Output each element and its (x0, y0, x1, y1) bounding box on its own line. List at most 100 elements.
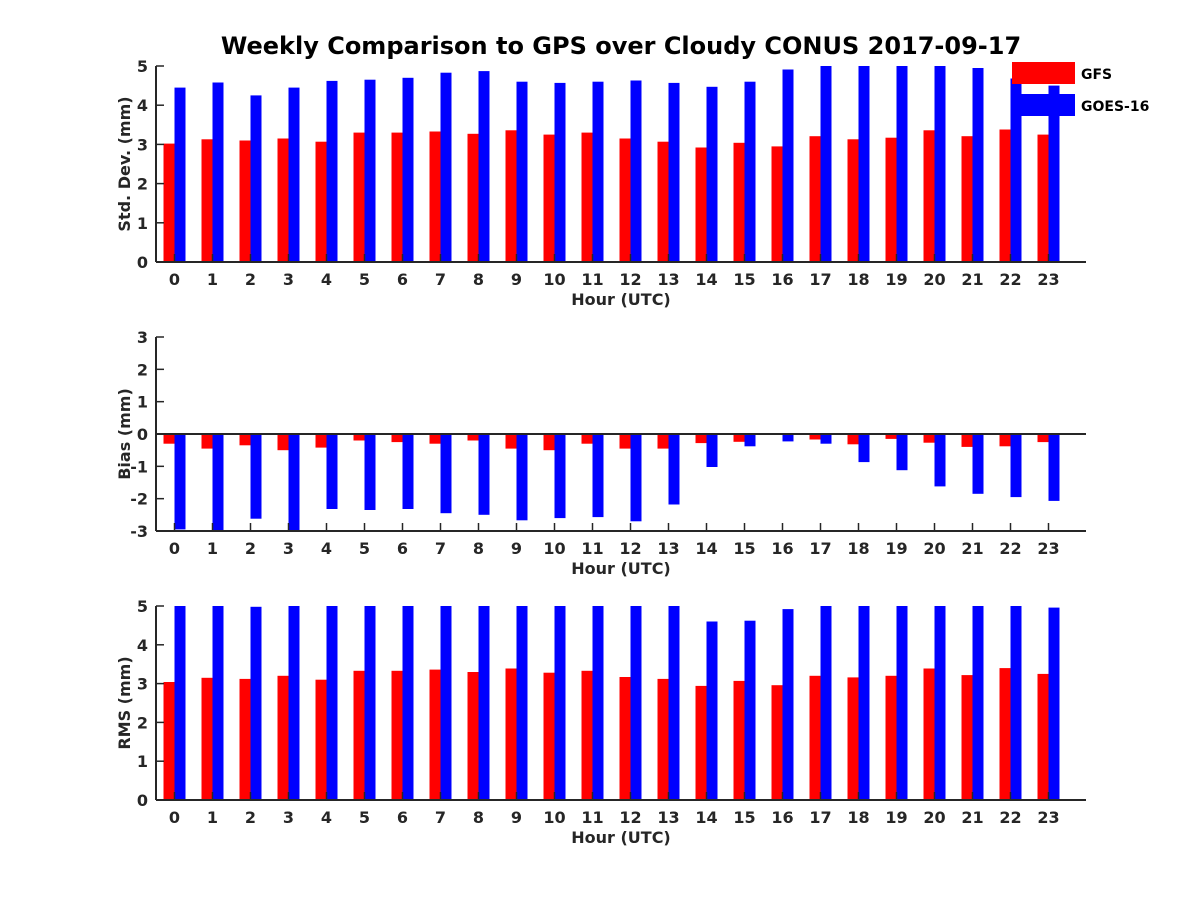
x-tick-label: 12 (619, 808, 641, 827)
x-tick-label: 9 (511, 270, 522, 289)
x-tick-label: 0 (169, 808, 180, 827)
bar-goes-16-hour-13 (668, 434, 680, 505)
x-tick-label: 17 (809, 539, 831, 558)
x-tick-label: 16 (771, 808, 793, 827)
y-tick-label: 0 (137, 253, 148, 272)
y-axis-label: Bias (mm) (115, 388, 134, 480)
bar-goes-16-hour-19 (896, 66, 908, 262)
bar-gfs-hour-23 (1037, 673, 1049, 800)
bar-goes-16-hour-14 (706, 621, 718, 800)
bar-goes-16-hour-14 (706, 86, 718, 262)
x-tick-label: 19 (885, 270, 907, 289)
x-tick-label: 7 (435, 808, 446, 827)
x-tick-label: 2 (245, 270, 256, 289)
x-tick-label: 14 (695, 539, 717, 558)
y-tick-label: -3 (130, 522, 148, 541)
x-tick-label: 3 (283, 270, 294, 289)
bar-goes-16-hour-19 (896, 434, 908, 471)
bar-gfs-hour-15 (733, 680, 745, 800)
legend: GFS GOES-16 (1012, 62, 1149, 116)
bar-goes-16-hour-11 (592, 606, 604, 800)
x-tick-label: 10 (543, 539, 565, 558)
x-tick-label: 12 (619, 270, 641, 289)
bar-gfs-hour-18 (847, 434, 859, 445)
bar-gfs-hour-18 (847, 677, 859, 800)
y-axis-label: RMS (mm) (115, 656, 134, 749)
bar-gfs-hour-21 (961, 675, 973, 800)
y-tick-label: -1 (130, 457, 148, 476)
bar-gfs-hour-11 (581, 132, 593, 262)
bar-goes-16-hour-10 (554, 82, 566, 263)
bar-gfs-hour-13 (657, 141, 669, 262)
bar-gfs-hour-7 (429, 131, 441, 262)
y-tick-label: 2 (137, 713, 148, 732)
bar-goes-16-hour-11 (592, 434, 604, 518)
legend-swatch-goes-16 (1012, 94, 1075, 116)
bar-gfs-hour-8 (467, 672, 479, 800)
bar-gfs-hour-11 (581, 434, 593, 444)
bar-gfs-hour-21 (961, 136, 973, 262)
bar-gfs-hour-15 (733, 142, 745, 262)
x-tick-label: 22 (999, 539, 1021, 558)
x-tick-label: 6 (397, 270, 408, 289)
x-tick-label: 4 (321, 808, 332, 827)
bar-gfs-hour-2 (239, 678, 251, 800)
x-tick-label: 11 (581, 539, 603, 558)
bar-gfs-hour-19 (885, 675, 897, 800)
x-tick-label: 1 (207, 270, 218, 289)
x-tick-label: 4 (321, 539, 332, 558)
bar-gfs-hour-20 (923, 130, 935, 262)
bar-gfs-hour-6 (391, 434, 403, 443)
bar-gfs-hour-20 (923, 434, 935, 443)
bar-gfs-hour-13 (657, 434, 669, 449)
bar-gfs-hour-22 (999, 668, 1011, 800)
y-tick-label: 5 (137, 57, 148, 76)
x-tick-label: 19 (885, 539, 907, 558)
bar-gfs-hour-10 (543, 434, 555, 451)
bar-goes-16-hour-10 (554, 606, 566, 800)
bar-goes-16-hour-3 (288, 606, 300, 800)
y-tick-label: 4 (137, 636, 148, 655)
bar-goes-16-hour-17 (820, 66, 832, 262)
bar-goes-16-hour-9 (516, 81, 528, 262)
bar-goes-16-hour-16 (782, 434, 794, 442)
bar-gfs-hour-0 (163, 143, 175, 262)
x-tick-label: 22 (999, 808, 1021, 827)
x-axis-label: Hour (UTC) (571, 290, 671, 309)
bar-goes-16-hour-2 (250, 606, 262, 800)
x-axis-label: Hour (UTC) (571, 828, 671, 847)
bar-gfs-hour-19 (885, 434, 897, 439)
bar-goes-16-hour-13 (668, 606, 680, 800)
bar-gfs-hour-10 (543, 672, 555, 800)
bar-gfs-hour-0 (163, 434, 175, 444)
bar-gfs-hour-18 (847, 139, 859, 262)
x-tick-label: 23 (1037, 808, 1059, 827)
bar-goes-16-hour-7 (440, 72, 452, 262)
bar-gfs-hour-17 (809, 434, 821, 440)
bar-gfs-hour-12 (619, 677, 631, 800)
bar-gfs-hour-5 (353, 434, 365, 441)
bar-gfs-hour-3 (277, 138, 289, 262)
x-tick-label: 14 (695, 808, 717, 827)
x-tick-label: 20 (923, 270, 945, 289)
bar-goes-16-hour-10 (554, 434, 566, 519)
y-tick-label: -2 (130, 490, 148, 509)
bar-goes-16-hour-0 (174, 87, 186, 262)
bar-goes-16-hour-21 (972, 606, 984, 800)
bar-gfs-hour-6 (391, 670, 403, 800)
bar-gfs-hour-23 (1037, 134, 1049, 262)
x-tick-label: 12 (619, 539, 641, 558)
x-tick-label: 5 (359, 808, 370, 827)
y-tick-label: 3 (137, 675, 148, 694)
bar-goes-16-hour-17 (820, 606, 832, 800)
bar-gfs-hour-5 (353, 132, 365, 262)
chart-title: Weekly Comparison to GPS over Cloudy CON… (221, 32, 1021, 60)
bar-gfs-hour-4 (315, 434, 327, 448)
bar-goes-16-hour-2 (250, 434, 262, 519)
y-axis-label: Std. Dev. (mm) (115, 96, 134, 231)
bar-gfs-hour-13 (657, 678, 669, 800)
x-tick-label: 22 (999, 270, 1021, 289)
bar-gfs-hour-9 (505, 434, 517, 449)
y-tick-label: 2 (137, 175, 148, 194)
